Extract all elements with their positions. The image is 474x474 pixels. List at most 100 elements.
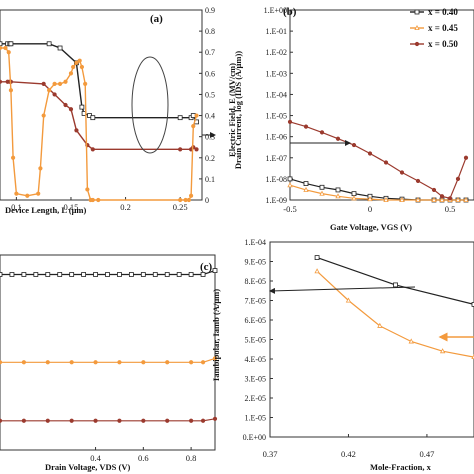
y-tick-label-a: 0.5 [205, 90, 215, 99]
y-tick-label-b: 1.E-04 [265, 90, 287, 99]
data-point-c [93, 360, 98, 365]
y-tick-label-a: 0.9 [205, 6, 215, 15]
data-point-b [415, 196, 421, 202]
data-point-b [439, 194, 445, 199]
data-point-d [393, 282, 398, 288]
data-point-a [63, 102, 68, 108]
data-point-a [96, 197, 101, 203]
data-point-c [188, 272, 194, 277]
data-point-a [57, 45, 63, 51]
x-axis-title-d: Mole-Fraction, x [370, 462, 432, 472]
data-point-a [0, 45, 3, 51]
x-tick-label-c: 0.8 [186, 453, 197, 463]
data-point-c [9, 272, 15, 277]
data-point-d [314, 268, 320, 274]
x-axis-title-c: Drain Voltage, VDS (V) [45, 462, 130, 472]
plot-frame-a [0, 9, 203, 201]
data-point-b [287, 176, 293, 182]
data-point-c [141, 418, 146, 423]
data-point-c [189, 418, 194, 423]
data-point-c [0, 418, 3, 423]
data-point-b [319, 184, 325, 190]
data-point-b [319, 130, 325, 135]
y-tick-label-b: 1.E-08 [265, 175, 287, 184]
series-line-d [316, 257, 474, 305]
y-axis-title-d: Iambipolar, Iamb (A/μm) [211, 289, 221, 381]
legend-label-b: x = 0.40 [428, 7, 458, 17]
data-point-c [69, 418, 74, 423]
x-ticks-c: 0.4 0.6 0.8 [90, 447, 196, 463]
data-point-a [52, 92, 57, 97]
series-c [0, 268, 218, 423]
series-line-c [0, 357, 216, 363]
data-point-a [194, 113, 199, 118]
data-point-c [81, 272, 87, 277]
data-point-a [25, 193, 30, 198]
panel-label-c: (c) [200, 261, 213, 273]
series-b [287, 119, 469, 203]
data-point-b [431, 187, 437, 193]
data-point-b [383, 160, 389, 165]
x-tick-label-b: -0.5 [283, 204, 296, 214]
data-point-a [41, 81, 46, 86]
y-tick-label-a: 0.6 [205, 69, 215, 78]
data-point-c [45, 418, 50, 423]
data-point-a [178, 197, 183, 203]
plot-frame-d [269, 241, 474, 438]
data-point-b [287, 182, 293, 188]
data-point-a [63, 79, 68, 84]
data-point-b [335, 187, 341, 193]
panel-a: (a) 0.1 0.15 0.2 0.25 0 0.1 0.2 0.3 0.4 0.5 0.6 0.… [0, 6, 237, 215]
y-tick-label-b: 1.E-07 [265, 154, 287, 163]
data-point-a [194, 147, 199, 152]
data-point-c [189, 360, 194, 365]
data-point-a [191, 124, 196, 129]
legend-marker-b [414, 9, 420, 15]
data-point-a [85, 187, 90, 192]
data-point-c [128, 272, 134, 277]
data-point-a [36, 191, 41, 196]
data-point-c [200, 418, 206, 423]
data-point-c [176, 272, 182, 277]
data-point-b [431, 196, 437, 202]
data-point-b [367, 196, 373, 202]
data-point-a [52, 81, 57, 86]
y-tick-label-d: 6.E-05 [244, 316, 266, 325]
data-point-c [165, 418, 170, 423]
data-point-a [74, 60, 79, 65]
y-tick-label-d: 4.E-05 [244, 355, 266, 364]
data-point-c [212, 268, 218, 274]
data-point-d [408, 338, 414, 344]
data-point-a [188, 193, 194, 198]
y-tick-label-d: 5.E-05 [244, 336, 266, 345]
y-tick-label-a: 0.7 [205, 48, 215, 57]
legend-label-b: x = 0.45 [428, 23, 458, 33]
y-ticks-b: 1.E+00 1.E-01 1.E-02 1.E-03 1.E-04 1.E-05 1.E-… [264, 6, 293, 205]
pointer-arrow-d [269, 286, 416, 294]
data-point-c [0, 360, 3, 365]
data-point-a [83, 81, 88, 86]
data-point-c [117, 272, 122, 277]
series-a [0, 41, 199, 203]
data-point-c [33, 272, 39, 277]
data-point-c [93, 418, 98, 423]
x-tick-label-c: 0.4 [90, 453, 101, 463]
data-point-c [45, 360, 50, 365]
data-point-c [212, 356, 218, 361]
data-point-a [46, 41, 52, 47]
data-point-c [140, 272, 146, 277]
data-point-b [447, 196, 453, 201]
data-point-d [314, 255, 320, 261]
y-tick-label-d: 0.E+00 [243, 433, 266, 442]
data-point-a [8, 88, 14, 93]
y-tick-label-a: 0.3 [205, 133, 215, 142]
y-tick-label-b: 1.E-09 [265, 196, 287, 205]
data-point-c [21, 360, 26, 365]
y-tick-label-a: 0.8 [205, 27, 215, 36]
data-point-c [117, 360, 122, 365]
panel-label-a: (a) [150, 13, 163, 25]
y-tick-label-b: 1.E-01 [265, 27, 287, 36]
data-point-a [178, 147, 183, 152]
data-point-a [79, 64, 84, 70]
